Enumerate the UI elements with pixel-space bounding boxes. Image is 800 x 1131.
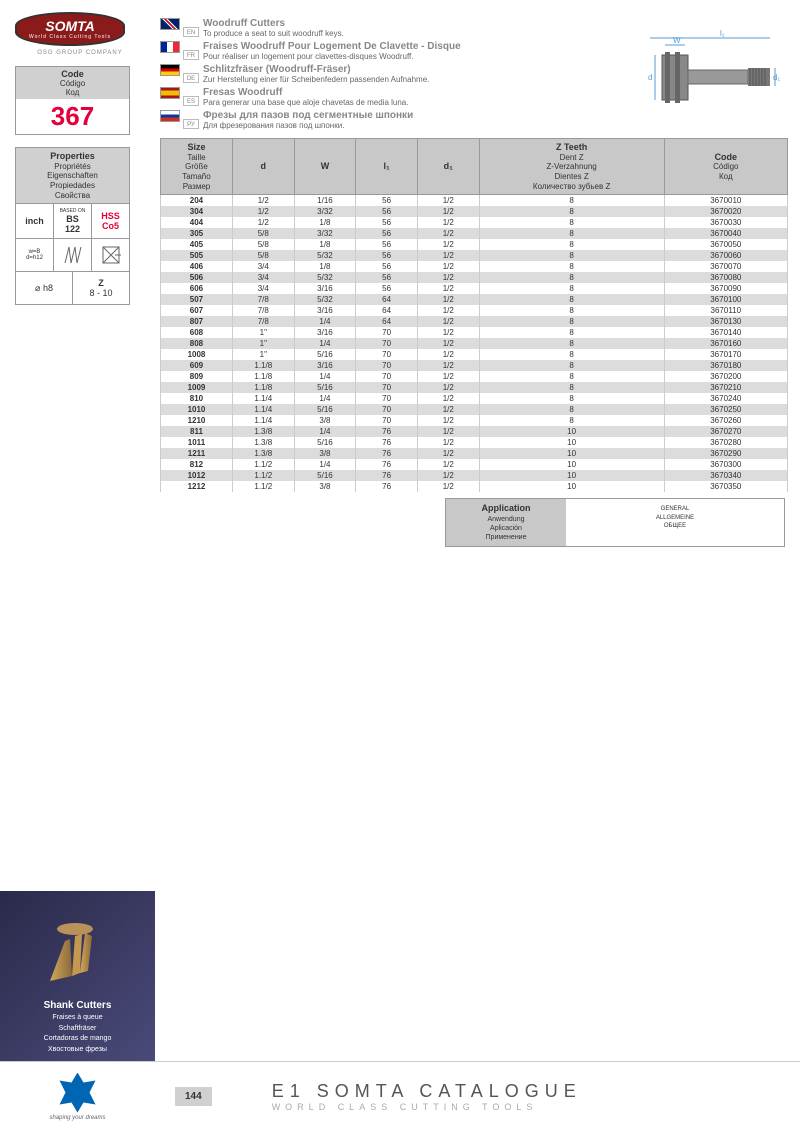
prop-h8: ⌀ h8: [16, 272, 73, 304]
somta-logo: SOMTA World Class Cutting Tools: [15, 12, 125, 46]
th-z: Z TeethDent ZZ-VerzahnungDientes ZКоличе…: [479, 139, 664, 195]
prop-icon-2: [54, 239, 92, 271]
table-row: 8111.3/81/4761/2103670270: [161, 426, 788, 437]
prop-hss: HSSCo5: [92, 204, 129, 238]
table-row: 4041/21/8561/283670030: [161, 217, 788, 228]
lang-code: EN: [183, 27, 199, 37]
flag-icon: [160, 110, 180, 122]
table-row: 6063/43/16561/283670090: [161, 283, 788, 294]
lang-code: РУ: [183, 119, 199, 129]
logo-block: SOMTA World Class Cutting Tools OSG GROU…: [15, 12, 145, 305]
table-row: 2041/21/16561/283670010: [161, 195, 788, 207]
table-row: 3055/83/32561/283670040: [161, 228, 788, 239]
table-row: 5077/85/32641/283670100: [161, 294, 788, 305]
table-row: 5055/85/32561/283670060: [161, 250, 788, 261]
osg-company: OSG GROUP COMPANY: [15, 50, 145, 56]
lang-code: ES: [183, 96, 199, 106]
table-row: 12121.1/23/8761/2103670350: [161, 481, 788, 492]
technical-diagram: W l₁ d d₁: [580, 30, 780, 120]
flag-icon: [160, 41, 180, 53]
table-row: 8091.1/81/4701/283670200: [161, 371, 788, 382]
lang-code: DE: [183, 73, 199, 83]
code-value: 367: [16, 99, 129, 134]
prop-z: Z8 - 10: [73, 272, 129, 304]
code-header: CodeCódigoКод: [16, 67, 129, 99]
page-footer: Shank Cutters Fraises à queueSchaftfräse…: [0, 891, 800, 1131]
footer-bar: shaping your dreams 144 E1 SOMTA CATALOG…: [0, 1061, 800, 1131]
application-value: GENERALALLGEMEINEОБЩЕЕ: [566, 499, 784, 546]
flag-icon: [160, 64, 180, 76]
shank-cutters-image: Shank Cutters Fraises à queueSchaftfräse…: [0, 891, 155, 1061]
table-row: 8101.1/41/4701/283670240: [161, 393, 788, 404]
table-row: 8077/81/4641/283670130: [161, 316, 788, 327]
table-row: 4055/81/8561/283670050: [161, 239, 788, 250]
data-table: SizeTailleGrößeTamañoРазмер d W l₁ d₁ Z …: [160, 138, 788, 492]
shank-text: Shank Cutters Fraises à queueSchaftfräse…: [0, 998, 155, 1055]
table-row: 8121.1/21/4761/2103670300: [161, 459, 788, 470]
lang-code: FR: [183, 50, 199, 60]
code-box: CodeCódigoКод 367: [15, 66, 130, 135]
diagram-l: l₁: [720, 30, 725, 38]
page-number: 144: [175, 1087, 212, 1106]
table-row: 6077/83/16641/283670110: [161, 305, 788, 316]
th-l: l₁: [356, 139, 418, 195]
prop-icon-1: w=Bd=h12: [16, 239, 54, 271]
logo-name: SOMTA: [25, 18, 115, 34]
table-row: 4063/41/8561/283670070: [161, 261, 788, 272]
table-row: 10081"5/16701/283670170: [161, 349, 788, 360]
properties-box: PropertiesPropriétésEigenschaftenPropied…: [15, 147, 130, 305]
table-row: 10091.1/85/16701/283670210: [161, 382, 788, 393]
prop-inch: inch: [16, 204, 54, 238]
th-size: SizeTailleGrößeTamañoРазмер: [161, 139, 233, 195]
table-row: 10121.1/25/16761/2103670340: [161, 470, 788, 481]
application-box: ApplicationAnwendungAplicaciónПрименение…: [445, 498, 785, 547]
diagram-d1: d₁: [773, 73, 780, 82]
application-header: ApplicationAnwendungAplicaciónПрименение: [446, 499, 566, 546]
table-row: 10111.3/85/16761/2103670280: [161, 437, 788, 448]
diagram-w: W: [673, 36, 681, 45]
table-row: 5063/45/32561/283670080: [161, 272, 788, 283]
osg-logo: shaping your dreams: [0, 1073, 155, 1121]
th-w: W: [294, 139, 356, 195]
th-code: CodeCódigoКод: [664, 139, 787, 195]
prop-bs: BASED ONBS122: [54, 204, 92, 238]
logo-subtitle: World Class Cutting Tools: [25, 34, 115, 40]
th-d1: d₁: [417, 139, 479, 195]
table-row: 6091.1/83/16701/283670180: [161, 360, 788, 371]
diagram-d: d: [648, 73, 652, 82]
table-row: 10101.1/45/16701/283670250: [161, 404, 788, 415]
table-row: 12111.3/83/8761/2103670290: [161, 448, 788, 459]
flag-icon: [160, 87, 180, 99]
prop-icon-3: [92, 239, 129, 271]
table-row: 12101.1/43/8701/283670260: [161, 415, 788, 426]
catalogue-title: E1 SOMTA CATALOGUE WORLD CLASS CUTTING T…: [272, 1081, 582, 1112]
th-d: d: [232, 139, 294, 195]
table-row: 6081"3/16701/283670140: [161, 327, 788, 338]
table-row: 8081"1/4701/283670160: [161, 338, 788, 349]
table-row: 3041/23/32561/283670020: [161, 206, 788, 217]
properties-header: PropertiesPropriétésEigenschaftenPropied…: [16, 148, 129, 203]
flag-icon: [160, 18, 180, 30]
